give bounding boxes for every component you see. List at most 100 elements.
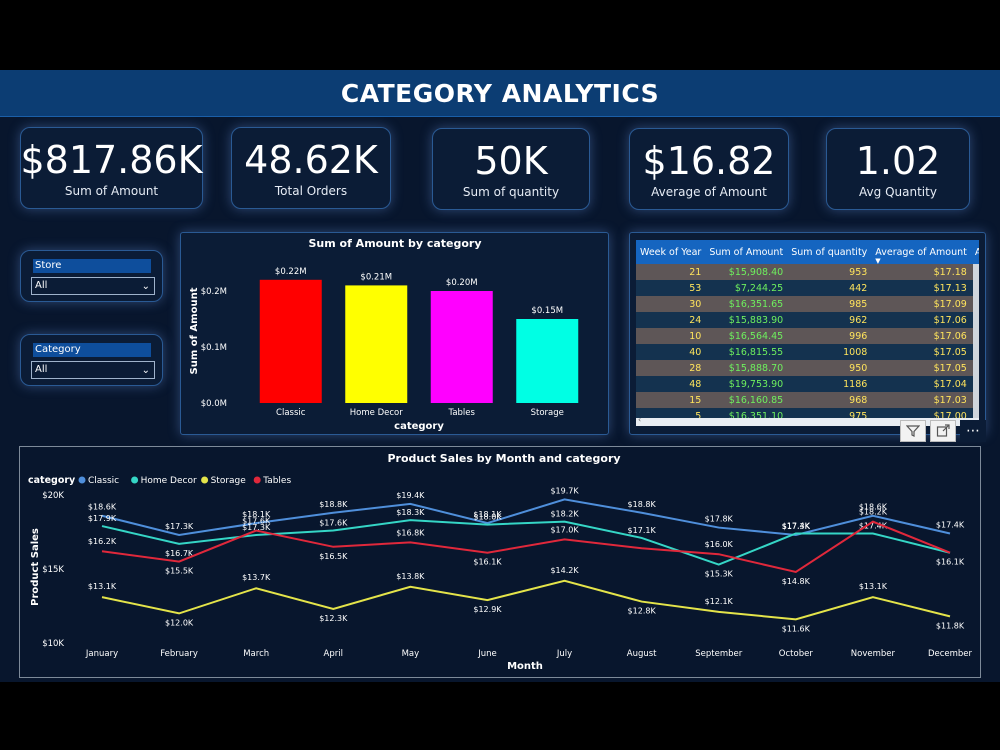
kpi-value: $817.86K <box>20 138 203 182</box>
table-row[interactable]: 15 $16,160.85 968 $17.03 <box>636 392 979 408</box>
line-x-tick-label: November <box>851 649 896 659</box>
bar-data-label: $0.21M <box>360 272 392 282</box>
store-dropdown[interactable]: All ⌄ <box>31 277 155 295</box>
cell-sum-amount: $16,564.45 <box>705 328 788 344</box>
line-x-tick-label: June <box>477 649 497 659</box>
cell-week: 53 <box>636 280 706 296</box>
kpi-value: 48.62K <box>244 138 378 182</box>
kpi-card-sum-amount[interactable]: $817.86K Sum of Amount <box>20 127 203 209</box>
chevron-down-icon: ⌄ <box>141 365 150 376</box>
kpi-card-total-orders[interactable]: 48.62K Total Orders <box>231 127 391 209</box>
line-data-label: $18.0K <box>473 513 502 522</box>
kpi-value: 1.02 <box>855 139 941 183</box>
cell-sum-amount: $16,351.65 <box>705 296 788 312</box>
kpi-card-average-amount[interactable]: $16.82 Average of Amount <box>629 128 789 210</box>
dashboard-canvas: CATEGORY ANALYTICS $817.86K Sum of Amoun… <box>0 70 1000 682</box>
kpi-label: Total Orders <box>274 184 348 198</box>
kpi-label: Sum of Amount <box>64 184 159 198</box>
line-data-label: $14.2K <box>550 566 579 575</box>
column-header-average-quantity[interactable]: Averag <box>970 240 979 264</box>
store-slicer[interactable]: Store All ⌄ <box>20 250 163 302</box>
table-row[interactable]: 30 $16,351.65 985 $17.09 <box>636 296 979 312</box>
weekly-table-card[interactable]: Week of Year Sum of Amount Sum of quanti… <box>629 232 986 435</box>
line-chart-card[interactable]: Product Sales by Month and category Prod… <box>19 446 981 678</box>
line-data-label: $19.4K <box>396 491 425 500</box>
column-header-sum-quantity[interactable]: Sum of quantity <box>787 240 872 264</box>
category-dropdown-value: All <box>35 364 48 375</box>
bar-chart-card[interactable]: Sum of Amount by category Sum of Amount … <box>180 232 609 435</box>
cell-average-amount: $17.04 <box>871 376 971 392</box>
table-row[interactable]: 24 $15,883.90 962 $17.06 <box>636 312 979 328</box>
cell-sum-quantity: 996 <box>787 328 872 344</box>
kpi-card-avg-quantity[interactable]: 1.02 Avg Quantity <box>826 128 970 210</box>
table-header-row: Week of Year Sum of Amount Sum of quanti… <box>636 240 979 265</box>
line-x-tick-label: August <box>627 649 657 659</box>
legend-title: category <box>28 475 76 486</box>
line-data-label: $15.3K <box>705 570 734 579</box>
bar-tables <box>430 291 493 403</box>
line-y-tick-label: $10K <box>42 639 64 649</box>
line-x-tick-label: July <box>556 649 572 659</box>
legend-item-classic: Classic <box>88 476 119 486</box>
line-data-label: $12.9K <box>473 605 502 614</box>
line-data-label: $18.1K <box>473 510 502 519</box>
cell-sum-quantity: 1008 <box>787 344 872 360</box>
line-data-label: $18.8K <box>628 500 657 509</box>
category-dropdown[interactable]: All ⌄ <box>31 361 155 379</box>
line-data-label: $16.7K <box>165 549 194 558</box>
table-row[interactable]: 28 $15,888.70 950 $17.05 <box>636 360 979 376</box>
bar-x-tick-label: Classic <box>276 408 306 418</box>
line-data-label: $16.2K <box>88 537 117 546</box>
more-options-icon[interactable]: ⋯ <box>960 420 986 442</box>
cell-sum-amount: $19,753.90 <box>705 376 788 392</box>
table-row[interactable]: 21 $15,908.40 953 $17.18 <box>636 264 979 280</box>
bar-chart: Sum of Amount by category Sum of Amount … <box>189 237 579 432</box>
table-row[interactable]: 53 $7,244.25 442 $17.13 <box>636 280 979 296</box>
bar-y-tick-label: $0.0M <box>201 399 227 409</box>
bar-y-axis-title: Sum of Amount <box>189 287 200 374</box>
cell-sum-quantity: 985 <box>787 296 872 312</box>
table-row[interactable]: 40 $16,815.55 1008 $17.05 <box>636 344 979 360</box>
weekly-table: Week of Year Sum of Amount Sum of quanti… <box>636 240 979 426</box>
line-chart: Product Sales by Month and category Prod… <box>28 452 973 672</box>
legend-item-storage: Storage <box>211 476 247 486</box>
cell-week: 10 <box>636 328 706 344</box>
table-row[interactable]: 10 $16,564.45 996 $17.06 <box>636 328 979 344</box>
column-header-sum-amount[interactable]: Sum of Amount <box>705 240 788 264</box>
cell-sum-amount: $15,883.90 <box>705 312 788 328</box>
bar-classic <box>259 279 322 403</box>
focus-mode-icon[interactable] <box>930 420 956 442</box>
line-data-label: $12.1K <box>705 597 734 606</box>
category-slicer[interactable]: Category All ⌄ <box>20 334 163 386</box>
series-line-storage <box>101 579 951 621</box>
cell-week: 28 <box>636 360 706 376</box>
bar-y-tick-label: $0.1M <box>201 343 227 353</box>
bar-home-decor <box>345 285 408 403</box>
line-x-tick-label: October <box>779 649 814 659</box>
vertical-scrollbar[interactable] <box>973 264 979 418</box>
legend-marker <box>78 476 86 484</box>
table-viewport[interactable]: Week of Year Sum of Amount Sum of quanti… <box>636 240 979 426</box>
legend-item-home-decor: Home Decor <box>141 476 197 486</box>
horizontal-scrollbar[interactable]: ‹ <box>636 415 979 426</box>
column-header-average-amount[interactable]: Average of Amount ▼ <box>871 240 971 265</box>
bar-x-tick-label: Storage <box>531 408 564 418</box>
legend-marker <box>201 476 209 484</box>
cell-sum-amount: $15,888.70 <box>705 360 788 376</box>
line-x-tick-label: April <box>324 649 343 659</box>
line-data-label: $18.8K <box>319 500 348 509</box>
cell-sum-quantity: 1186 <box>787 376 872 392</box>
kpi-card-sum-quantity[interactable]: 50K Sum of quantity <box>432 128 590 210</box>
line-data-label: $12.3K <box>319 614 348 623</box>
category-slicer-label: Category <box>33 343 151 357</box>
cell-average-amount: $17.18 <box>871 264 971 280</box>
cell-average-amount: $17.13 <box>871 280 971 296</box>
table-row[interactable]: 48 $19,753.90 1186 $17.04 <box>636 376 979 392</box>
line-data-label: $17.3K <box>242 523 271 532</box>
column-header-week[interactable]: Week of Year <box>636 240 706 264</box>
filter-icon[interactable] <box>900 420 926 442</box>
line-x-tick-label: March <box>243 649 269 659</box>
cell-average-amount: $17.03 <box>871 392 971 408</box>
visual-header-toolbar: ⋯ <box>900 420 986 442</box>
line-data-label: $12.8K <box>628 607 657 616</box>
